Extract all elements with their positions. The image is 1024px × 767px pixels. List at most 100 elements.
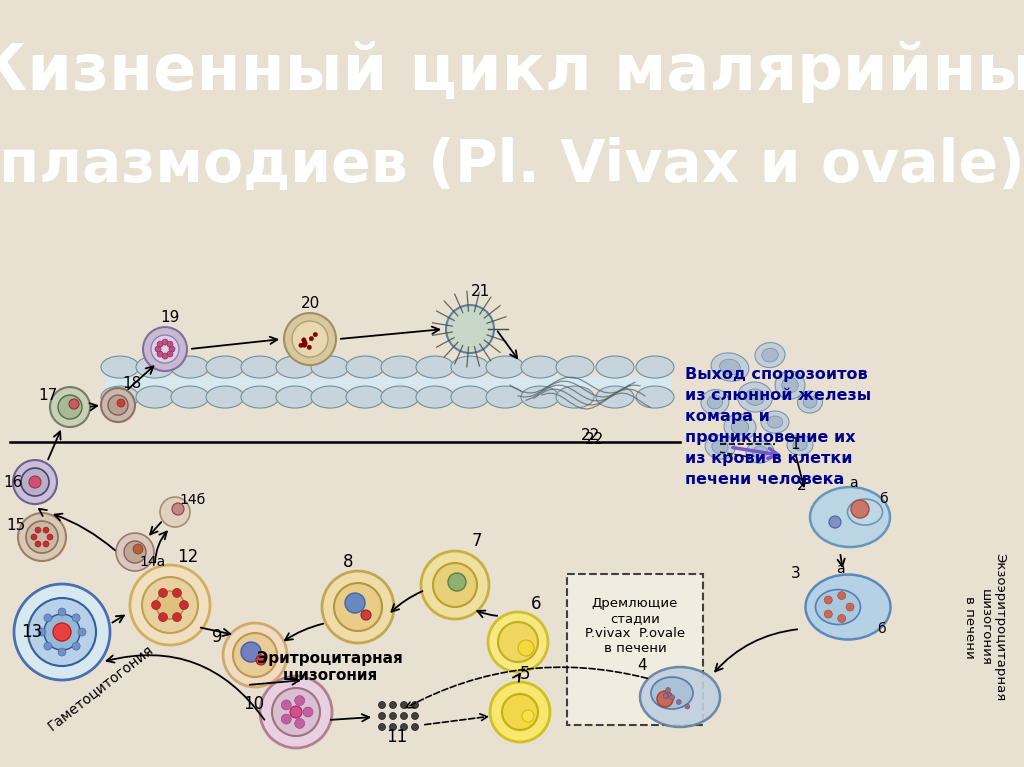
Ellipse shape <box>381 386 419 408</box>
Circle shape <box>22 468 49 496</box>
Text: 20: 20 <box>300 295 319 311</box>
Circle shape <box>47 534 53 540</box>
Circle shape <box>26 521 58 553</box>
Circle shape <box>389 713 396 719</box>
Circle shape <box>29 476 41 488</box>
Circle shape <box>838 591 846 600</box>
Ellipse shape <box>276 356 314 378</box>
Text: а: а <box>849 476 857 490</box>
Text: 10: 10 <box>244 695 264 713</box>
Circle shape <box>124 541 146 563</box>
Ellipse shape <box>136 356 174 378</box>
Text: а: а <box>836 562 845 576</box>
Circle shape <box>43 527 49 533</box>
Ellipse shape <box>241 356 279 378</box>
Ellipse shape <box>755 343 785 367</box>
Circle shape <box>292 321 328 357</box>
Circle shape <box>35 541 41 547</box>
Circle shape <box>670 695 675 700</box>
Circle shape <box>400 702 408 709</box>
Text: 18: 18 <box>123 376 141 390</box>
Ellipse shape <box>720 359 740 375</box>
Ellipse shape <box>767 416 782 428</box>
Text: 6: 6 <box>530 595 542 613</box>
Text: 22: 22 <box>586 432 604 446</box>
Circle shape <box>379 713 385 719</box>
Circle shape <box>159 588 168 597</box>
Circle shape <box>829 516 841 528</box>
Text: 2: 2 <box>798 478 807 492</box>
Ellipse shape <box>311 386 349 408</box>
Circle shape <box>155 346 161 352</box>
Text: 19: 19 <box>161 310 179 324</box>
Text: Дремлющие
стадии
P.vivax  P.ovale
в печени: Дремлющие стадии P.vivax P.ovale в печен… <box>585 597 685 655</box>
Circle shape <box>13 460 57 504</box>
Ellipse shape <box>346 386 384 408</box>
Circle shape <box>389 723 396 730</box>
Circle shape <box>108 395 128 415</box>
Text: 4: 4 <box>637 657 647 673</box>
Circle shape <box>130 565 210 645</box>
Circle shape <box>18 513 66 561</box>
Circle shape <box>838 614 846 623</box>
Text: 17: 17 <box>38 387 57 403</box>
Ellipse shape <box>486 356 524 378</box>
Circle shape <box>518 640 534 656</box>
Circle shape <box>151 335 179 363</box>
Ellipse shape <box>761 411 790 433</box>
Text: 21: 21 <box>470 284 489 298</box>
Circle shape <box>43 541 49 547</box>
Ellipse shape <box>206 386 244 408</box>
Circle shape <box>167 341 173 347</box>
Text: 14б: 14б <box>180 493 206 507</box>
Ellipse shape <box>798 391 822 413</box>
Circle shape <box>172 503 184 515</box>
Text: 14a: 14a <box>140 555 166 569</box>
Circle shape <box>685 704 690 709</box>
Circle shape <box>303 341 307 346</box>
Ellipse shape <box>136 386 174 408</box>
Circle shape <box>676 700 681 705</box>
Circle shape <box>223 623 287 687</box>
Text: 16: 16 <box>3 475 23 489</box>
Circle shape <box>379 702 385 709</box>
Ellipse shape <box>206 356 244 378</box>
Circle shape <box>302 337 306 342</box>
Circle shape <box>142 577 198 633</box>
Text: Гаметоцитогония: Гаметоцитогония <box>44 641 156 732</box>
Circle shape <box>159 613 168 621</box>
Circle shape <box>31 534 37 540</box>
Circle shape <box>664 693 669 699</box>
Circle shape <box>345 593 365 613</box>
Circle shape <box>851 500 869 518</box>
Ellipse shape <box>486 386 524 408</box>
Circle shape <box>488 612 548 672</box>
Circle shape <box>58 395 82 419</box>
Circle shape <box>72 642 80 650</box>
Circle shape <box>233 633 278 677</box>
Circle shape <box>282 700 291 710</box>
Circle shape <box>412 723 419 730</box>
Circle shape <box>433 563 477 607</box>
Ellipse shape <box>636 386 674 408</box>
Circle shape <box>290 706 302 718</box>
Circle shape <box>160 497 190 527</box>
Circle shape <box>72 614 80 622</box>
Circle shape <box>824 610 833 618</box>
Circle shape <box>299 343 303 347</box>
Circle shape <box>156 591 184 619</box>
Ellipse shape <box>762 348 778 362</box>
Text: 3: 3 <box>792 565 801 581</box>
Circle shape <box>303 707 313 717</box>
Text: Выход спорозоитов
из слюнной железы
комара и
проникновение их
из крови в клетки
: Выход спорозоитов из слюнной железы кома… <box>685 367 871 487</box>
Circle shape <box>35 527 41 533</box>
Ellipse shape <box>651 677 693 709</box>
Circle shape <box>256 655 266 665</box>
Text: Экзоэритроцитарная
шизогония
в печени: Экзоэритроцитарная шизогония в печени <box>964 553 1007 701</box>
Ellipse shape <box>636 356 674 378</box>
Circle shape <box>241 642 261 662</box>
Ellipse shape <box>640 667 720 727</box>
Text: 1: 1 <box>791 436 800 452</box>
Ellipse shape <box>810 487 890 547</box>
Circle shape <box>284 313 336 365</box>
